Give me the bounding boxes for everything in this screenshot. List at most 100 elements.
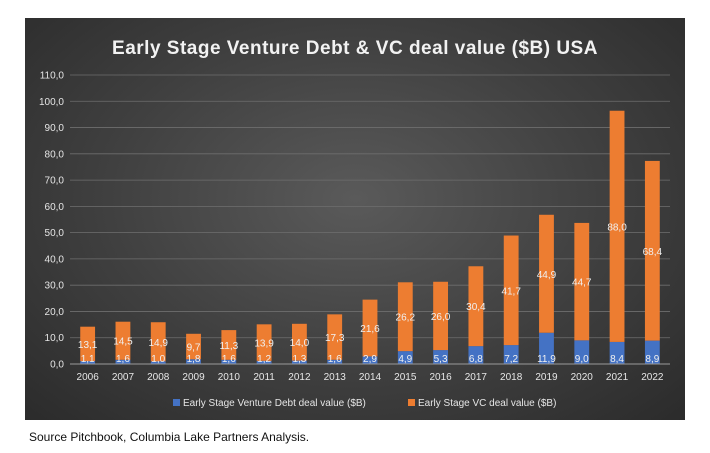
data-label-venture-debt-2006: 1,1: [81, 354, 95, 365]
x-tick-label-2022: 2022: [641, 372, 664, 383]
bar-vc-2019: [539, 214, 554, 333]
data-label-venture-debt-2014: 2,9: [363, 354, 377, 365]
y-tick-label: 0,0: [50, 360, 64, 371]
bar-vc-2017: [468, 266, 484, 347]
x-tick-label-2018: 2018: [500, 372, 523, 383]
y-tick-label: 10,0: [45, 333, 65, 344]
x-tick-label-2015: 2015: [394, 372, 417, 383]
data-label-vc-2013: 17,3: [325, 333, 345, 344]
data-label-venture-debt-2015: 4,9: [398, 354, 412, 365]
bar-vc-2010: [221, 330, 237, 360]
data-label-vc-2017: 30,4: [466, 302, 486, 313]
x-tick-label-2006: 2006: [77, 372, 100, 383]
y-tick-label: 110,0: [40, 71, 65, 82]
x-tick-label-2019: 2019: [535, 372, 558, 383]
bar-venture-debt-2020: [574, 340, 590, 364]
data-label-vc-2014: 21,6: [360, 324, 380, 335]
chart-title: Early Stage Venture Debt & VC deal value…: [112, 38, 598, 59]
data-label-venture-debt-2008: 1,0: [151, 354, 165, 365]
bar-vc-2007: [115, 321, 131, 360]
bar-vc-2009: [186, 333, 201, 360]
x-tick-label-2021: 2021: [606, 372, 629, 383]
legend-swatch-venture-debt: [173, 399, 180, 406]
x-tick-label-2013: 2013: [324, 372, 347, 383]
data-label-venture-debt-2018: 7,2: [504, 354, 518, 365]
data-label-vc-2019: 44,9: [537, 270, 557, 281]
y-tick-label: 30,0: [45, 281, 65, 292]
bar-venture-debt-2016: [433, 350, 448, 364]
bar-venture-debt-2019: [539, 332, 554, 364]
y-tick-label: 100,0: [39, 97, 64, 108]
x-tick-label-2007: 2007: [112, 372, 135, 383]
bar-venture-debt-2006: [80, 361, 96, 364]
bar-vc-2013: [327, 314, 343, 360]
bar-venture-debt-2007: [115, 359, 131, 364]
data-label-vc-2020: 44,7: [572, 278, 592, 289]
data-label-venture-debt-2011: 1,2: [257, 354, 271, 365]
y-tick-label: 90,0: [45, 123, 65, 134]
bar-venture-debt-2017: [468, 346, 484, 364]
gridlines: [70, 74, 670, 365]
y-tick-label: 60,0: [45, 202, 65, 213]
bar-venture-debt-2008: [150, 361, 166, 364]
bar-vc-2022: [644, 160, 660, 341]
bar-venture-debt-2014: [362, 356, 378, 364]
data-label-vc-2021: 88,0: [607, 222, 627, 233]
y-tick-label: 80,0: [45, 149, 65, 160]
bars: [80, 110, 660, 364]
data-label-vc-2006: 13,1: [78, 340, 98, 351]
bar-venture-debt-2012: [292, 360, 307, 364]
x-tick-label-2017: 2017: [465, 372, 488, 383]
y-tick-label: 70,0: [45, 176, 65, 187]
data-label-vc-2011: 13,9: [254, 339, 274, 350]
bar-vc-2008: [150, 322, 166, 362]
data-label-venture-debt-2010: 1,6: [222, 354, 236, 365]
bar-venture-debt-2013: [327, 359, 343, 364]
data-label-vc-2018: 41,7: [501, 286, 521, 297]
bar-venture-debt-2018: [503, 345, 519, 364]
data-label-vc-2008: 14,9: [149, 338, 169, 349]
data-label-vc-2012: 14,0: [290, 338, 310, 349]
legend-label-vc: Early Stage VC deal value ($B): [418, 398, 556, 409]
y-tick-label: 50,0: [45, 228, 65, 239]
x-tick-label-2016: 2016: [429, 372, 452, 383]
data-label-vc-2022: 68,4: [643, 247, 663, 258]
data-labels: 1,1 13,1 1,6 14,5 1,0 14,9 1,89,7 1,6 11,3 1,2 13,…: [78, 222, 663, 365]
data-label-venture-debt-2021: 8,4: [610, 354, 624, 365]
bar-venture-debt-2010: [221, 359, 237, 364]
bar-vc-2016: [433, 281, 448, 351]
bar-vc-2020: [574, 222, 590, 341]
chart-svg: Early Stage Venture Debt & VC deal value…: [39, 38, 670, 409]
bar-vc-2014: [362, 299, 378, 357]
source-note: Source Pitchbook, Columbia Lake Partners…: [29, 430, 310, 444]
data-label-vc-2016: 26,0: [431, 312, 451, 323]
bar-vc-2011: [256, 324, 272, 361]
bar-venture-debt-2022: [644, 340, 660, 364]
x-tick-label-2008: 2008: [147, 372, 170, 383]
x-tick-label-2011: 2011: [253, 372, 275, 383]
data-label-vc-2009: 9,7: [187, 343, 201, 354]
legend-swatch-vc: [408, 399, 415, 406]
data-label-vc-2010: 11,3: [219, 341, 238, 352]
bar-vc-2015: [397, 282, 413, 352]
x-tick-label-2012: 2012: [288, 372, 311, 383]
data-label-venture-debt-2016: 5,3: [434, 354, 448, 365]
data-label-vc-2015: 26,2: [396, 313, 416, 324]
data-label-venture-debt-2007: 1,6: [116, 354, 130, 365]
bar-venture-debt-2015: [397, 351, 413, 364]
legend-label-venture-debt: Early Stage Venture Debt deal value ($B): [183, 398, 366, 409]
y-tick-label: 40,0: [45, 254, 65, 265]
y-axis: 0,0 10,0 20,0 30,0 40,0 50,0 60,0 70,0 80,0 90,0 1…: [39, 71, 64, 371]
x-tick-label-2020: 2020: [571, 372, 594, 383]
x-tick-label-2009: 2009: [182, 372, 205, 383]
data-label-venture-debt-2013: 1,6: [328, 354, 342, 365]
data-label-venture-debt-2019: 11,9: [537, 354, 556, 365]
bar-vc-2006: [80, 326, 96, 362]
x-tick-label-2010: 2010: [218, 372, 241, 383]
data-label-venture-debt-2022: 8,9: [645, 354, 659, 365]
bar-vc-2018: [503, 235, 519, 346]
data-label-venture-debt-2017: 6,8: [469, 354, 483, 365]
bar-venture-debt-2009: [186, 359, 201, 364]
y-tick-label: 20,0: [45, 307, 65, 318]
bar-vc-2021: [609, 110, 625, 342]
